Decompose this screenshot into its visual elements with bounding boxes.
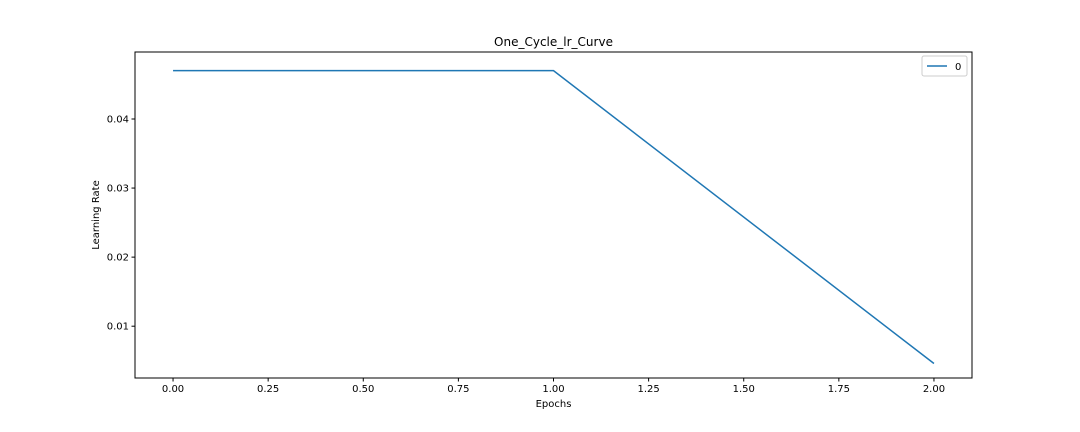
x-tick-label: 1.50 xyxy=(733,384,755,395)
x-tick-label: 0.00 xyxy=(162,384,184,395)
y-tick-label: 0.03 xyxy=(107,184,129,195)
x-tick-label: 1.00 xyxy=(542,384,564,395)
y-tick-label: 0.04 xyxy=(107,114,129,125)
x-tick-label: 1.25 xyxy=(637,384,659,395)
x-tick-label: 2.00 xyxy=(923,384,945,395)
plot-area xyxy=(135,52,972,378)
y-tick-label: 0.01 xyxy=(107,322,129,333)
y-axis-label: Learning Rate xyxy=(91,180,102,250)
x-tick-label: 0.75 xyxy=(447,384,469,395)
x-axis-label: Epochs xyxy=(536,399,572,410)
plot-frame xyxy=(134,51,973,379)
chart-title: One_Cycle_lr_Curve xyxy=(494,35,613,49)
x-axis-ticks: 0.00 0.25 0.50 0.75 1.00 1.25 1.50 1.75 2.00 xyxy=(162,378,945,395)
x-tick-label: 0.25 xyxy=(257,384,279,395)
series-line-0 xyxy=(173,69,935,365)
legend-label-0: 0 xyxy=(955,62,961,73)
x-tick-label: 1.75 xyxy=(828,384,850,395)
y-axis-ticks: 0.01 0.02 0.03 0.04 xyxy=(107,114,135,333)
legend: 0 xyxy=(921,55,968,77)
series-layer xyxy=(173,69,935,365)
x-tick-label: 0.50 xyxy=(352,384,374,395)
y-tick-label: 0.02 xyxy=(107,253,129,264)
